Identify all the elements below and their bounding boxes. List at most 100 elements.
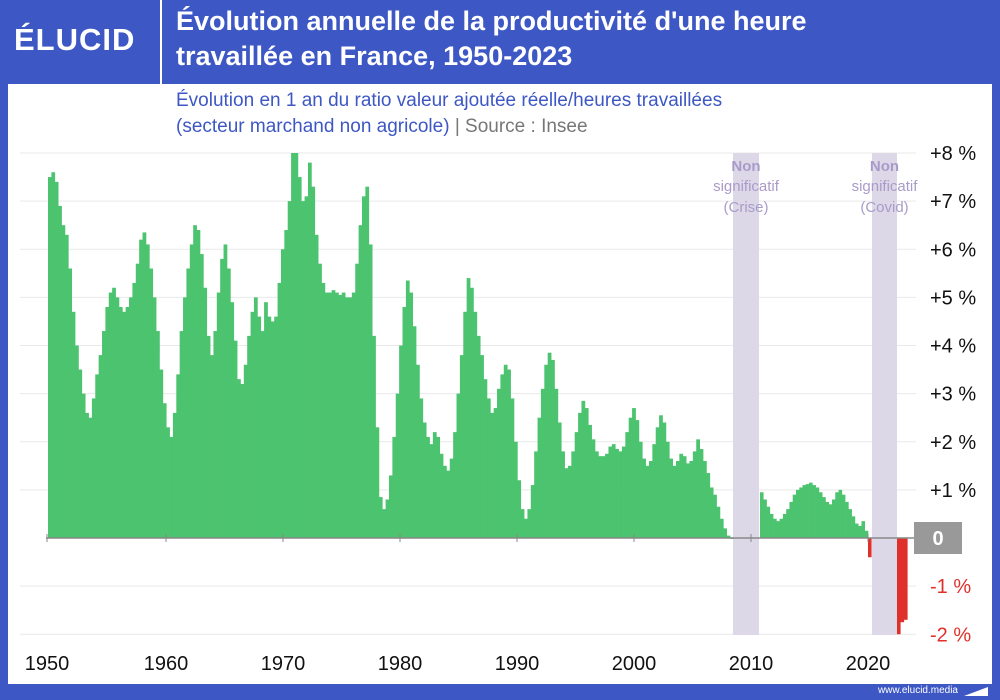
bar <box>645 465 650 538</box>
bar <box>291 153 295 538</box>
x-tick-label: 1950 <box>25 653 70 675</box>
bar <box>426 436 430 538</box>
bar <box>578 412 582 538</box>
bar <box>280 249 285 538</box>
bar <box>338 294 343 538</box>
bar <box>189 244 194 538</box>
bar <box>61 225 66 538</box>
bar <box>598 456 603 538</box>
bar <box>145 244 150 538</box>
bar <box>395 393 400 538</box>
bar <box>632 408 636 538</box>
bar <box>392 436 397 538</box>
bar <box>868 538 872 558</box>
footer-bar: www.elucid.media <box>0 684 1000 700</box>
x-tick-label: 1960 <box>144 653 189 675</box>
bar <box>497 388 501 538</box>
bar <box>51 172 56 538</box>
bar <box>766 506 771 538</box>
y-tick-label: 0 <box>932 528 943 550</box>
bar <box>815 487 820 538</box>
bar <box>176 374 181 538</box>
shaded-period-label-top: Non <box>870 158 899 175</box>
bar <box>102 331 106 538</box>
bar <box>567 465 572 538</box>
bar <box>796 489 800 538</box>
bar <box>530 485 535 538</box>
bar <box>835 492 839 538</box>
y-tick-label: -1 % <box>930 576 971 598</box>
subtitle-separator: | <box>454 116 460 137</box>
bar <box>561 451 565 538</box>
bar <box>517 480 522 538</box>
bar <box>453 432 457 538</box>
bar <box>760 492 764 538</box>
bar <box>459 355 464 538</box>
bar <box>264 302 268 538</box>
bar <box>564 468 569 538</box>
bar <box>513 441 518 538</box>
bar <box>825 501 830 538</box>
bar <box>655 427 660 538</box>
bar <box>422 422 427 538</box>
bar <box>544 364 549 538</box>
bar <box>581 400 586 538</box>
bar <box>237 379 241 538</box>
bar <box>789 501 794 538</box>
y-tick-label: +6 % <box>930 239 976 261</box>
bar <box>716 506 721 538</box>
brand-mark-icon <box>964 687 988 696</box>
footer-url[interactable]: www.elucid.media <box>877 685 958 696</box>
bar <box>240 384 245 538</box>
bar <box>601 456 606 538</box>
bar <box>463 311 468 538</box>
bar <box>75 345 79 538</box>
bar <box>81 393 86 538</box>
bar <box>662 422 667 538</box>
y-tick-label: +1 % <box>930 480 976 502</box>
bar <box>702 461 707 538</box>
shaded-period-label-bottom: (Covid) <box>860 199 908 216</box>
bar <box>98 355 103 538</box>
bar <box>864 530 869 538</box>
shaded-period <box>872 153 897 635</box>
bar <box>429 444 434 538</box>
bar <box>210 355 214 538</box>
bar <box>345 297 349 538</box>
bar <box>318 263 322 538</box>
bar <box>156 331 160 538</box>
bar <box>402 307 407 538</box>
bar <box>557 422 562 538</box>
bar <box>125 307 130 538</box>
subtitle-line-2: (secteur marchand non agricole) | Source… <box>176 114 976 140</box>
bar <box>220 258 224 538</box>
bar <box>432 432 437 538</box>
bar <box>470 287 474 538</box>
y-tick-label: +8 % <box>930 143 976 165</box>
bar <box>54 181 59 538</box>
bar <box>500 374 505 538</box>
bar <box>611 444 616 538</box>
bar <box>149 268 154 538</box>
bar <box>135 263 140 538</box>
brand-logo[interactable]: ÉLUCID <box>14 22 136 57</box>
bar <box>233 340 238 538</box>
bar <box>723 528 728 538</box>
bar <box>321 282 326 538</box>
bar <box>213 331 218 538</box>
bar <box>486 398 491 538</box>
bar <box>713 494 717 538</box>
bar <box>449 458 454 538</box>
bar <box>297 177 302 538</box>
bar <box>628 417 633 538</box>
bar <box>608 446 613 538</box>
bar <box>162 403 167 538</box>
bar <box>223 244 228 538</box>
bar <box>172 412 177 538</box>
bar <box>588 424 592 538</box>
bar <box>534 451 538 538</box>
bar <box>334 292 339 538</box>
bar <box>828 504 833 538</box>
bar <box>900 538 905 623</box>
